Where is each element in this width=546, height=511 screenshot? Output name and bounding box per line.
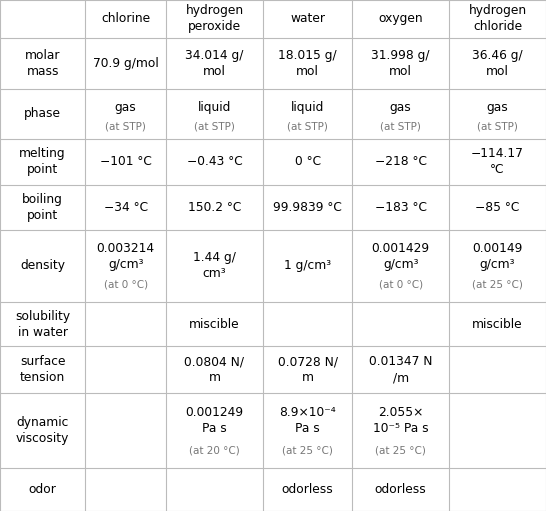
Text: 150.2 °C: 150.2 °C: [188, 201, 241, 214]
Text: boiling
point: boiling point: [22, 193, 63, 222]
Text: molar
mass: molar mass: [25, 49, 61, 78]
Text: 0.001429
g/cm³: 0.001429 g/cm³: [372, 242, 430, 271]
Text: miscible: miscible: [189, 318, 240, 331]
Text: 70.9 g/mol: 70.9 g/mol: [93, 57, 158, 70]
Text: gas: gas: [486, 101, 508, 114]
Text: 0.0728 N/
m: 0.0728 N/ m: [277, 355, 337, 384]
Text: 34.014 g/
mol: 34.014 g/ mol: [185, 49, 244, 78]
Text: (at STP): (at STP): [194, 122, 235, 132]
Text: melting
point: melting point: [19, 147, 66, 176]
Text: gas: gas: [390, 101, 412, 114]
Text: density: density: [20, 259, 65, 272]
Text: 18.015 g/
mol: 18.015 g/ mol: [278, 49, 337, 78]
Text: water: water: [290, 12, 325, 26]
Text: 0 °C: 0 °C: [294, 155, 321, 168]
Text: odor: odor: [29, 483, 57, 496]
Text: 1.44 g/
cm³: 1.44 g/ cm³: [193, 251, 236, 281]
Text: −0.43 °C: −0.43 °C: [187, 155, 242, 168]
Text: −114.17
°C: −114.17 °C: [471, 147, 524, 176]
Text: 0.01347 N
/m: 0.01347 N /m: [369, 355, 432, 384]
Text: chlorine: chlorine: [101, 12, 150, 26]
Text: (at 0 °C): (at 0 °C): [378, 280, 423, 290]
Text: 0.001249
Pa s: 0.001249 Pa s: [186, 406, 244, 435]
Text: surface
tension: surface tension: [20, 355, 66, 384]
Text: liquid: liquid: [198, 101, 231, 114]
Text: miscible: miscible: [472, 318, 523, 331]
Text: odorless: odorless: [282, 483, 334, 496]
Text: 36.46 g/
mol: 36.46 g/ mol: [472, 49, 523, 78]
Text: phase: phase: [24, 107, 61, 121]
Text: 8.9×10⁻⁴
Pa s: 8.9×10⁻⁴ Pa s: [279, 406, 336, 435]
Text: liquid: liquid: [291, 101, 324, 114]
Text: −218 °C: −218 °C: [375, 155, 427, 168]
Text: hydrogen
chloride: hydrogen chloride: [468, 5, 527, 33]
Text: (at STP): (at STP): [477, 122, 518, 132]
Text: (at 25 °C): (at 25 °C): [282, 446, 333, 455]
Text: (at 20 °C): (at 20 °C): [189, 446, 240, 455]
Text: 2.055×
10⁻⁵ Pa s: 2.055× 10⁻⁵ Pa s: [373, 406, 429, 435]
Text: hydrogen
peroxide: hydrogen peroxide: [186, 5, 244, 33]
Text: (at STP): (at STP): [105, 122, 146, 132]
Text: 31.998 g/
mol: 31.998 g/ mol: [371, 49, 430, 78]
Text: odorless: odorless: [375, 483, 426, 496]
Text: 99.9839 °C: 99.9839 °C: [273, 201, 342, 214]
Text: (at STP): (at STP): [287, 122, 328, 132]
Text: −183 °C: −183 °C: [375, 201, 427, 214]
Text: gas: gas: [115, 101, 136, 114]
Text: dynamic
viscosity: dynamic viscosity: [16, 416, 69, 445]
Text: solubility
in water: solubility in water: [15, 310, 70, 339]
Text: oxygen: oxygen: [378, 12, 423, 26]
Text: (at STP): (at STP): [380, 122, 421, 132]
Text: (at 25 °C): (at 25 °C): [472, 280, 523, 290]
Text: −34 °C: −34 °C: [104, 201, 148, 214]
Text: 0.0804 N/
m: 0.0804 N/ m: [185, 355, 245, 384]
Text: 0.003214
g/cm³: 0.003214 g/cm³: [97, 242, 155, 271]
Text: 1 g/cm³: 1 g/cm³: [284, 259, 331, 272]
Text: −101 °C: −101 °C: [100, 155, 152, 168]
Text: 0.00149
g/cm³: 0.00149 g/cm³: [472, 242, 523, 271]
Text: (at 25 °C): (at 25 °C): [375, 446, 426, 455]
Text: (at 0 °C): (at 0 °C): [104, 280, 148, 290]
Text: −85 °C: −85 °C: [476, 201, 520, 214]
